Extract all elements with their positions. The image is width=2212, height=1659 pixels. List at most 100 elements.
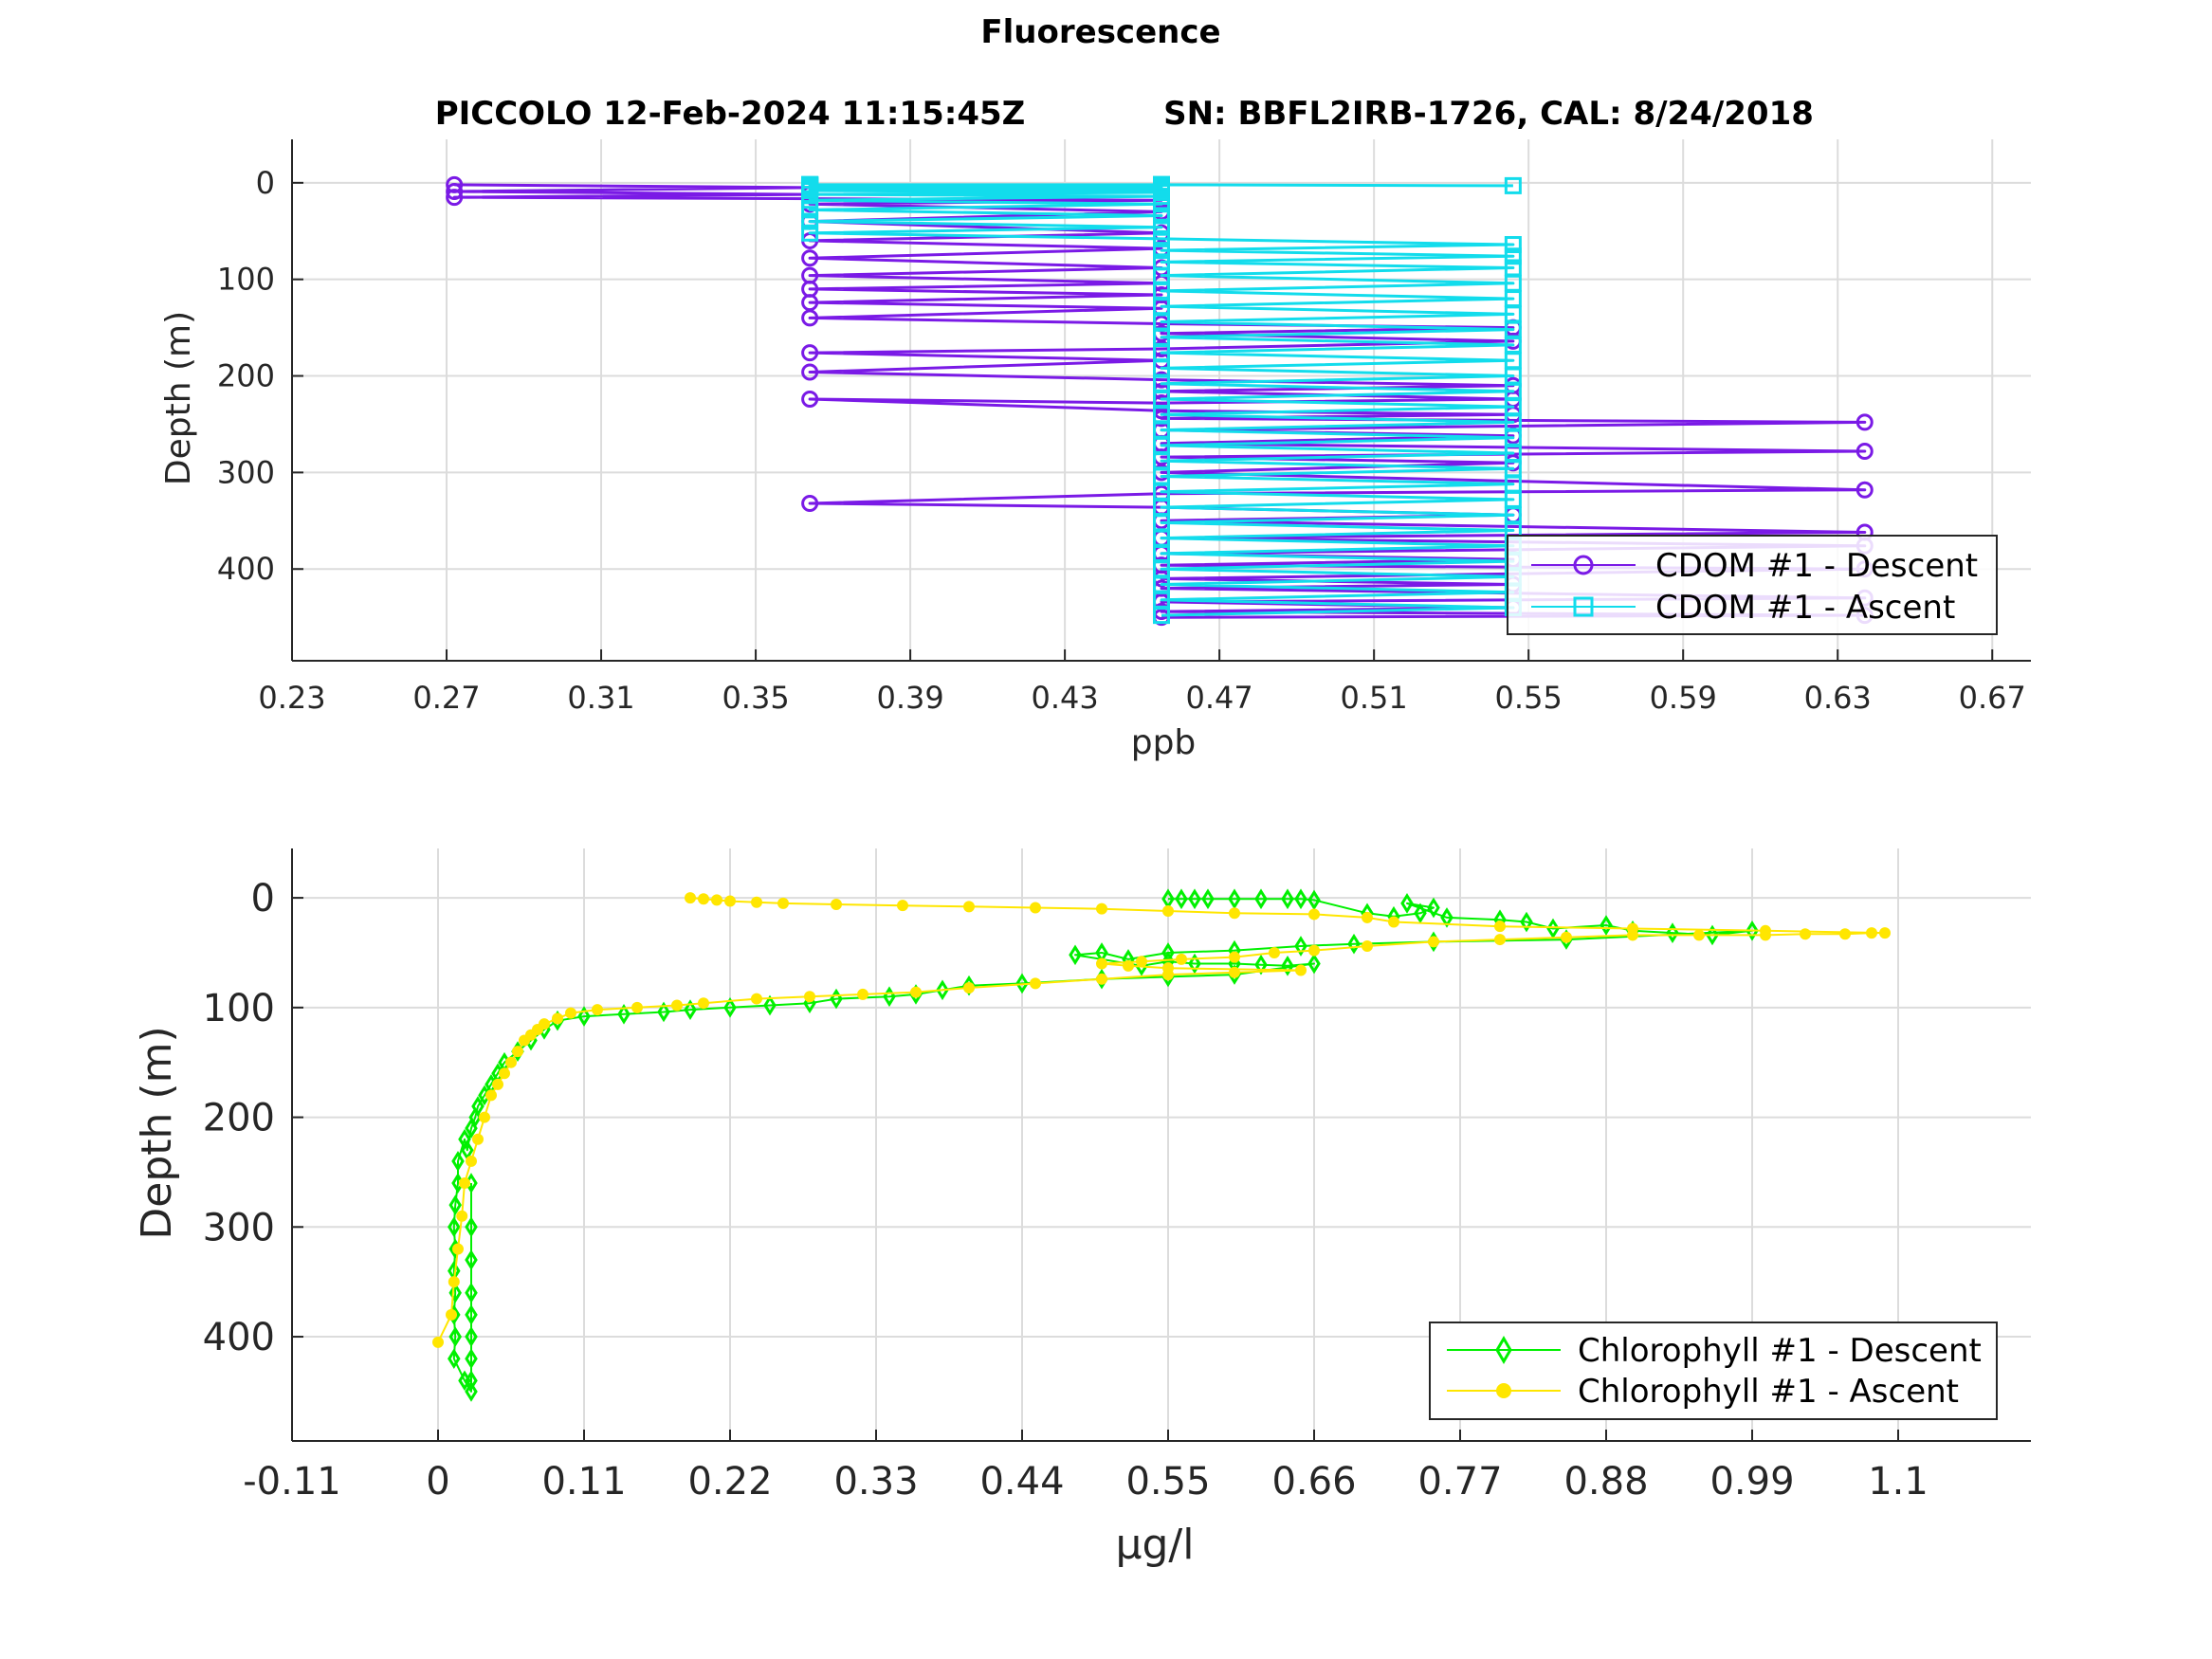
data-point-chlorophyll-1-ascent	[1096, 902, 1107, 915]
cdom-x-tick-label: 0.59	[1650, 680, 1717, 716]
data-point-chlorophyll-1-ascent	[446, 1308, 457, 1321]
data-point-cdom-1-ascent	[801, 212, 819, 230]
data-point-cdom-1-descent	[1856, 481, 1874, 499]
data-point-chlorophyll-1-descent	[448, 1194, 462, 1215]
chlorophyll-y-tick-label: 300	[203, 1206, 275, 1249]
chlorophyll-x-tick-label: 0.88	[1563, 1460, 1648, 1504]
cdom-axes: 0.23 0.27 0.31 0.35 0.39 0.43 0.47 0.51 0.55 0.59…	[159, 139, 2031, 762]
data-point-chlorophyll-1-ascent	[1428, 936, 1439, 948]
data-point-chlorophyll-1-descent	[617, 1003, 631, 1025]
data-point-chlorophyll-1-ascent	[1494, 934, 1506, 946]
chlorophyll-x-tick-label: -0.11	[243, 1460, 341, 1504]
data-point-chlorophyll-1-ascent	[671, 999, 683, 1012]
chlorophyll-x-tick-label: 0.22	[687, 1460, 772, 1504]
data-point-chlorophyll-1-descent	[1427, 897, 1440, 919]
chlorophyll-legend-box	[1429, 1322, 1998, 1420]
legend-marker-chlorophyll-descent	[1495, 1336, 1512, 1364]
data-point-chlorophyll-1-descent	[1188, 953, 1201, 975]
data-point-chlorophyll-1-ascent	[1096, 973, 1107, 985]
data-point-chlorophyll-1-descent	[465, 1249, 478, 1270]
data-point-chlorophyll-1-ascent	[897, 900, 908, 912]
data-point-chlorophyll-1-descent	[1015, 973, 1029, 994]
cdom-x-tick-label: 0.63	[1804, 680, 1872, 716]
legend-label-cdom-ascent: CDOM #1 - Ascent	[1655, 589, 1955, 627]
data-point-chlorophyll-1-ascent	[1030, 977, 1041, 990]
data-point-chlorophyll-1-ascent	[459, 1177, 470, 1190]
data-point-chlorophyll-1-ascent	[751, 993, 762, 1005]
chlorophyll-x-tick-label: 1.1	[1868, 1460, 1929, 1504]
data-point-chlorophyll-1-ascent	[1308, 908, 1320, 921]
data-point-cdom-1-ascent	[1153, 175, 1170, 193]
data-point-chlorophyll-1-ascent	[512, 1046, 523, 1058]
data-point-cdom-1-ascent	[1504, 259, 1522, 277]
data-point-chlorophyll-1-ascent	[479, 1111, 490, 1123]
data-point-chlorophyll-1-ascent	[1866, 927, 1877, 939]
data-point-chlorophyll-1-descent	[1188, 888, 1201, 910]
data-point-chlorophyll-1-ascent	[1388, 916, 1399, 928]
data-point-chlorophyll-1-descent	[1281, 956, 1294, 976]
data-point-cdom-1-descent	[446, 183, 464, 200]
data-point-cdom-1-descent	[446, 175, 464, 193]
data-point-chlorophyll-1-ascent	[1760, 924, 1771, 937]
cdom-x-tick-label: 0.23	[258, 680, 325, 716]
data-point-cdom-1-descent	[801, 390, 819, 408]
chlorophyll-y-tick-label: 200	[203, 1097, 275, 1140]
data-point-chlorophyll-1-descent	[448, 1282, 462, 1304]
data-point-chlorophyll-1-ascent	[1494, 921, 1506, 933]
data-point-chlorophyll-1-ascent	[1362, 940, 1373, 953]
data-point-chlorophyll-1-ascent	[724, 895, 736, 907]
chlorophyll-y-axis-label: Depth (m)	[133, 1026, 181, 1239]
data-point-cdom-1-ascent	[801, 224, 819, 242]
data-point-chlorophyll-1-descent	[1175, 888, 1188, 910]
cdom-y-tick-label: 300	[217, 454, 275, 490]
cdom-x-tick-label: 0.43	[1031, 680, 1098, 716]
data-point-chlorophyll-1-descent	[1281, 888, 1294, 910]
data-point-cdom-1-ascent	[1153, 253, 1170, 271]
data-point-cdom-1-descent	[1856, 413, 1874, 431]
data-point-chlorophyll-1-ascent	[499, 1067, 510, 1080]
legend-label-chlorophyll-descent: Chlorophyll #1 - Descent	[1578, 1332, 1982, 1370]
data-point-chlorophyll-1-descent	[1347, 933, 1361, 955]
cdom-x-tick-label: 0.31	[567, 680, 634, 716]
data-point-chlorophyll-1-descent	[465, 1216, 478, 1238]
cdom-x-tick-label: 0.51	[1341, 680, 1408, 716]
series-line-chlorophyll-1-ascent	[437, 897, 1886, 1343]
cdom-legend: CDOM #1 - Descent CDOM #1 - Ascent	[1507, 535, 1998, 635]
cdom-y-tick-label: 200	[217, 358, 275, 394]
data-point-chlorophyll-1-descent	[763, 994, 777, 1016]
cdom-y-tick-label: 0	[256, 165, 275, 201]
data-point-chlorophyll-1-ascent	[466, 1155, 477, 1167]
series-line-cdom-1-ascent	[808, 183, 1515, 617]
data-point-chlorophyll-1-ascent	[565, 1007, 576, 1019]
data-point-chlorophyll-1-descent	[448, 1216, 461, 1238]
data-point-chlorophyll-1-ascent	[456, 1210, 468, 1222]
data-point-chlorophyll-1-ascent	[592, 1004, 603, 1016]
data-point-chlorophyll-1-descent	[577, 1006, 591, 1027]
data-point-chlorophyll-1-descent	[1307, 953, 1321, 975]
data-point-chlorophyll-1-descent	[465, 1304, 478, 1325]
data-point-chlorophyll-1-descent	[684, 999, 697, 1020]
data-point-chlorophyll-1-descent	[1440, 907, 1453, 928]
data-point-cdom-1-ascent	[1153, 242, 1170, 260]
data-point-chlorophyll-1-ascent	[505, 1056, 517, 1068]
legend-marker-chlorophyll-ascent	[1496, 1383, 1511, 1398]
chlorophyll-x-tick-label: 0.44	[979, 1460, 1064, 1504]
data-point-chlorophyll-1-descent	[1666, 922, 1679, 943]
legend-label-chlorophyll-ascent: Chlorophyll #1 - Ascent	[1578, 1373, 1959, 1411]
data-point-chlorophyll-1-ascent	[472, 1133, 484, 1145]
data-point-chlorophyll-1-ascent	[698, 893, 709, 905]
cdom-series	[446, 175, 1874, 627]
data-point-chlorophyll-1-ascent	[1269, 946, 1280, 958]
cdom-legend-box	[1507, 535, 1998, 635]
data-point-chlorophyll-1-descent	[1746, 920, 1759, 941]
chlorophyll-x-tick-label: 0.66	[1271, 1460, 1356, 1504]
data-point-chlorophyll-1-descent	[1400, 893, 1414, 914]
data-point-chlorophyll-1-ascent	[1229, 951, 1240, 963]
data-point-chlorophyll-1-ascent	[910, 986, 922, 998]
data-point-chlorophyll-1-descent	[465, 1348, 478, 1370]
data-point-chlorophyll-1-descent	[465, 1370, 478, 1392]
cdom-x-tick-label: 0.55	[1495, 680, 1563, 716]
data-point-chlorophyll-1-ascent	[963, 981, 975, 994]
data-point-chlorophyll-1-descent	[1706, 924, 1719, 946]
